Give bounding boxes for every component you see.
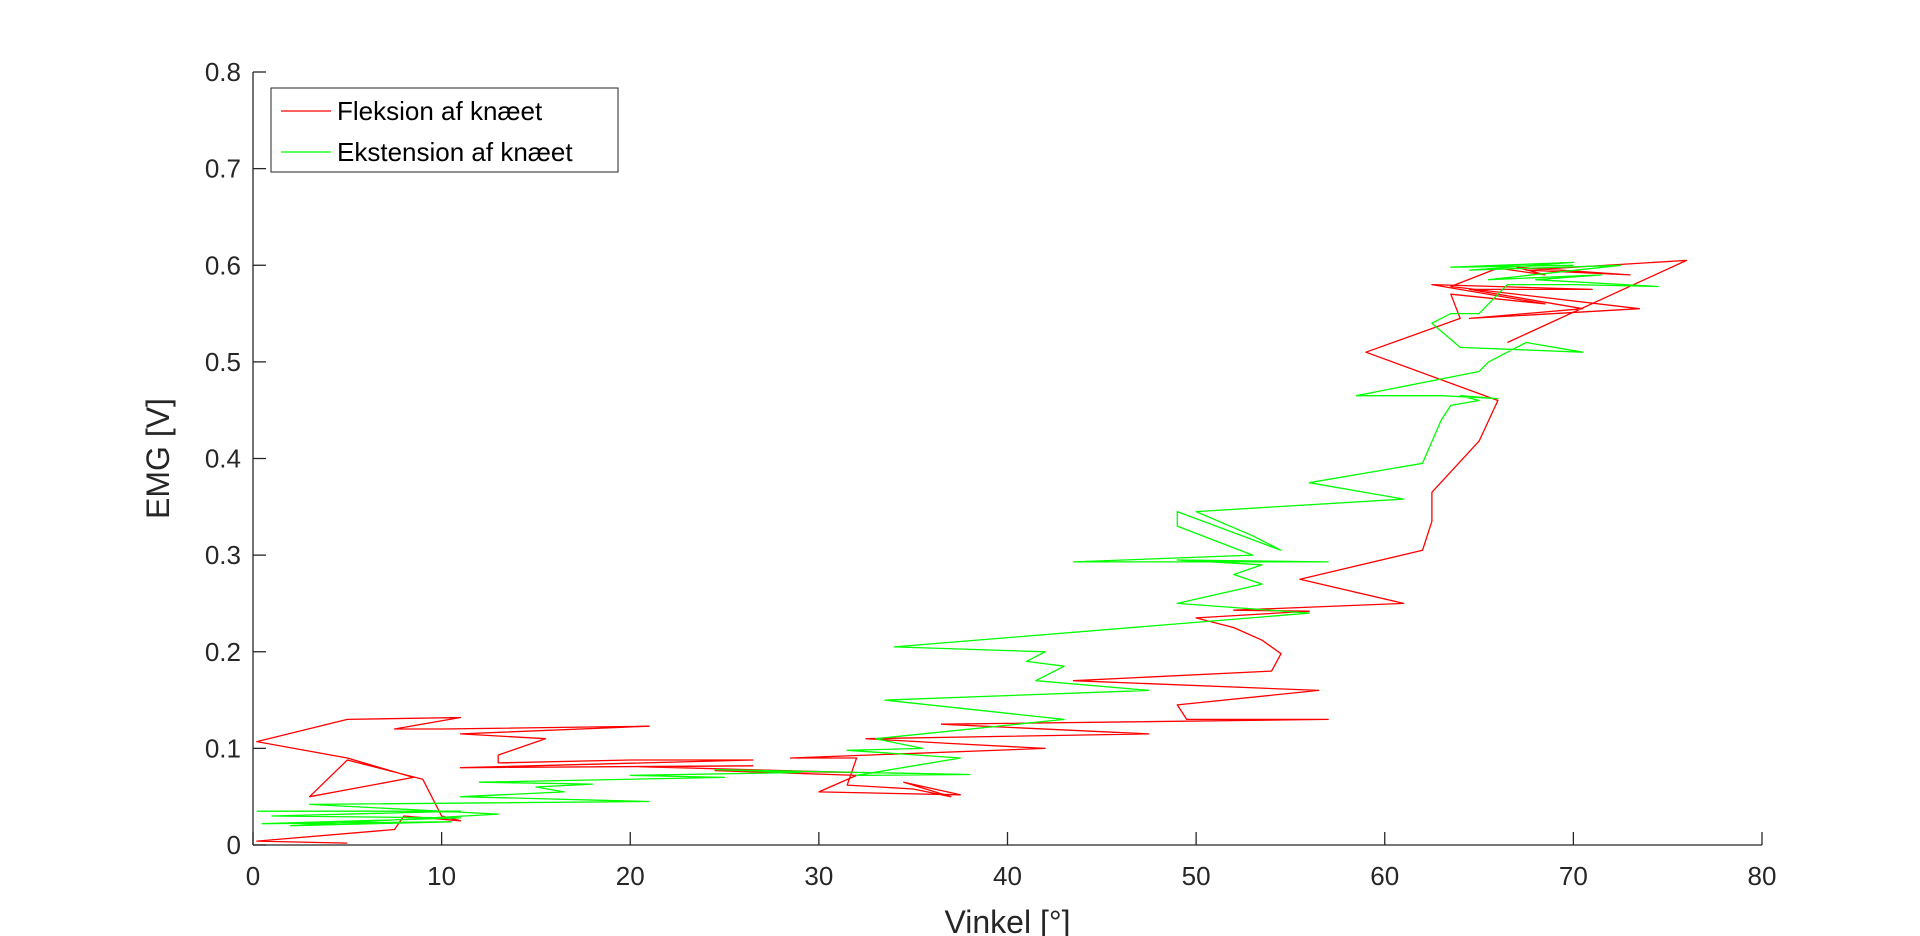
x-tick-label: 0 xyxy=(246,861,260,891)
x-tick-label: 20 xyxy=(616,861,645,891)
x-tick-label: 30 xyxy=(804,861,833,891)
y-tick-label: 0.3 xyxy=(205,540,241,570)
x-tick-label: 70 xyxy=(1559,861,1588,891)
x-tick-label: 80 xyxy=(1748,861,1777,891)
y-tick-label: 0.4 xyxy=(205,444,241,474)
legend: Fleksion af knæet Ekstension af knæet xyxy=(270,87,619,173)
tick-labels: 0 10 20 30 40 50 60 70 80 0 0.1 0.2 0.3 0.4 0.5 0.6 0.7 0… xyxy=(205,57,1777,891)
y-tick-label: 0.7 xyxy=(205,154,241,184)
x-tick-label: 60 xyxy=(1370,861,1399,891)
y-tick-label: 0.2 xyxy=(205,637,241,667)
legend-box xyxy=(270,87,619,173)
series-line-1 xyxy=(256,261,1659,827)
x-tick-label: 40 xyxy=(993,861,1022,891)
x-tick-label: 50 xyxy=(1182,861,1211,891)
legend-label-ekstension: Ekstension af knæet xyxy=(337,137,573,167)
x-axis-label: Vinkel [°] xyxy=(944,904,1070,936)
y-axis-label: EMG [V] xyxy=(140,398,176,519)
y-tick-label: 0.8 xyxy=(205,57,241,87)
y-tick-label: 0.5 xyxy=(205,347,241,377)
plot-series xyxy=(256,259,1688,844)
series-line-0 xyxy=(256,259,1688,844)
y-tick-label: 0 xyxy=(227,830,241,860)
plot-axes xyxy=(252,71,1763,846)
y-tick-label: 0.6 xyxy=(205,250,241,280)
y-tick-label: 0.1 xyxy=(205,733,241,763)
legend-label-fleksion: Fleksion af knæet xyxy=(337,96,543,126)
x-tick-label: 10 xyxy=(427,861,456,891)
